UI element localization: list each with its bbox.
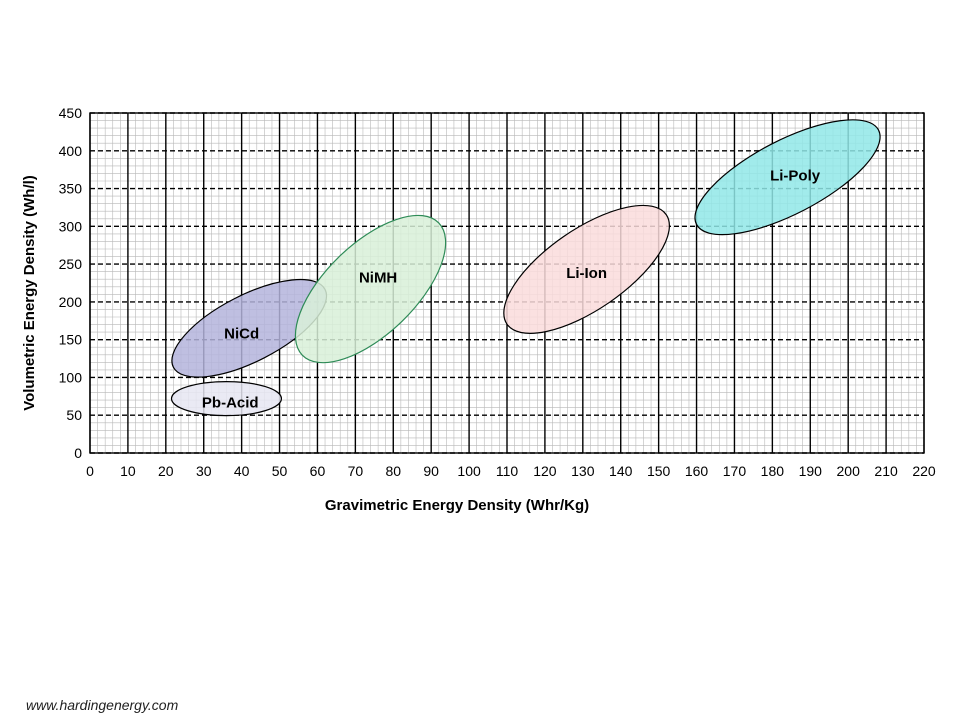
y-tick-label: 300 xyxy=(59,218,83,234)
x-tick-label: 70 xyxy=(348,463,364,479)
x-tick-label: 10 xyxy=(120,463,136,479)
x-tick-label: 60 xyxy=(310,463,326,479)
x-tick-label: 0 xyxy=(86,463,94,479)
x-tick-label: 100 xyxy=(457,463,481,479)
y-tick-label: 50 xyxy=(66,407,82,423)
regions: Pb-Acid NiCd NiMH Li-Ion Li-Poly xyxy=(170,119,881,417)
tick-labels: 0 10 20 30 40 50 60 70 80 90 100 110 120 130 140 150 160… xyxy=(59,105,936,479)
x-tick-label: 40 xyxy=(234,463,250,479)
y-tick-label: 450 xyxy=(59,105,83,121)
x-tick-label: 80 xyxy=(385,463,401,479)
x-tick-label: 120 xyxy=(533,463,557,479)
y-tick-label: 250 xyxy=(59,256,83,272)
region-label: Li-Poly xyxy=(770,168,821,185)
y-tick-label: 0 xyxy=(74,445,82,461)
region-nicd: NiCd xyxy=(171,278,328,378)
region-li-ion: Li-Ion xyxy=(503,204,671,334)
plot-border xyxy=(89,112,925,454)
region-label: NiCd xyxy=(224,326,259,343)
x-tick-label: 210 xyxy=(874,463,898,479)
y-tick-label: 150 xyxy=(59,332,83,348)
region-nimh: NiMH xyxy=(294,214,447,364)
x-tick-label: 130 xyxy=(571,463,595,479)
region-label: Li-Ion xyxy=(566,265,607,282)
x-tick-label: 160 xyxy=(685,463,709,479)
y-tick-label: 400 xyxy=(59,143,83,159)
region-pb-acid: Pb-Acid xyxy=(170,381,283,417)
footer-url: www.hardingenergy.com xyxy=(26,697,179,713)
region-ellipse xyxy=(694,119,881,236)
x-tick-label: 90 xyxy=(423,463,439,479)
y-axis-title: Volumetric Energy Density (Wh/l) xyxy=(21,175,38,411)
x-tick-label: 150 xyxy=(647,463,671,479)
x-tick-label: 110 xyxy=(496,463,519,479)
x-tick-label: 140 xyxy=(609,463,633,479)
x-tick-label: 20 xyxy=(158,463,174,479)
region-label: NiMH xyxy=(359,270,397,287)
x-tick-label: 190 xyxy=(799,463,823,479)
y-tick-label: 350 xyxy=(59,181,83,197)
x-tick-label: 200 xyxy=(837,463,861,479)
region-ellipse xyxy=(294,214,447,364)
x-tick-label: 50 xyxy=(272,463,288,479)
x-tick-label: 170 xyxy=(723,463,747,479)
region-label: Pb-Acid xyxy=(202,394,259,411)
region-li-poly: Li-Poly xyxy=(694,119,881,236)
y-tick-label: 200 xyxy=(59,294,83,310)
x-tick-label: 30 xyxy=(196,463,212,479)
y-tick-label: 100 xyxy=(59,369,83,385)
x-axis-title: Gravimetric Energy Density (Whr/Kg) xyxy=(325,497,589,514)
region-ellipse xyxy=(503,204,671,334)
x-tick-label: 180 xyxy=(761,463,785,479)
x-tick-label: 220 xyxy=(912,463,936,479)
region-ellipse xyxy=(170,381,283,417)
